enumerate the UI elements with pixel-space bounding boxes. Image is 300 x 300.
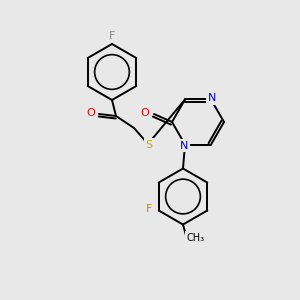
Text: CH₃: CH₃ [187,232,205,242]
Text: O: O [141,108,149,118]
Text: O: O [87,108,95,118]
Text: F: F [109,31,115,41]
Text: N: N [208,94,216,103]
Text: F: F [146,203,152,214]
Text: S: S [146,140,153,150]
Text: N: N [180,140,188,151]
